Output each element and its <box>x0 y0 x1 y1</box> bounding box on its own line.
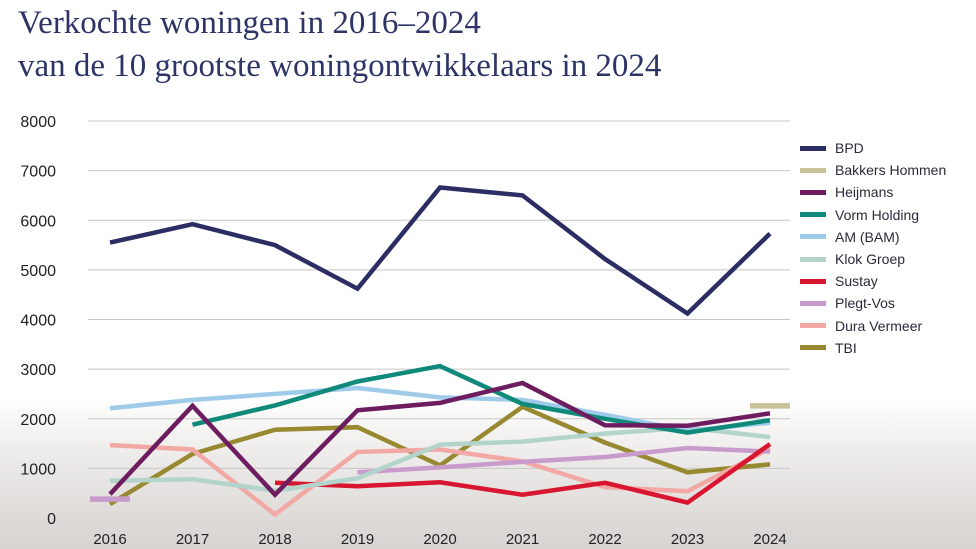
legend-label: Sustay <box>835 273 878 290</box>
legend-item-tbi: TBI <box>800 337 946 359</box>
y-tick-label: 5000 <box>20 263 56 280</box>
legend-item-bpd: BPD <box>800 137 946 159</box>
legend-item-am-bam: AM (BAM) <box>800 226 946 248</box>
x-tick-label: 2018 <box>258 531 291 548</box>
series-sustay <box>274 442 772 506</box>
legend-label: Bakkers Hommen <box>835 162 947 179</box>
series-heijmans <box>108 380 771 498</box>
legend-label: Heijmans <box>835 184 894 201</box>
series-dura-vermeer <box>109 442 772 518</box>
series-line <box>274 442 772 506</box>
chart-title-line-1: Verkochte woningen in 2016–2024 <box>18 5 481 41</box>
legend-swatch <box>800 256 826 262</box>
series-bpd <box>109 185 772 317</box>
series-vorm-holding <box>191 363 771 435</box>
series-line <box>108 380 771 498</box>
y-tick-label: 3000 <box>20 362 56 379</box>
legend-label: BPD <box>835 140 864 157</box>
y-tick-label: 4000 <box>20 313 56 330</box>
y-tick-label: 7000 <box>20 164 56 181</box>
legend-item-sustay: Sustay <box>800 270 946 292</box>
legend-swatch <box>800 212 826 218</box>
legend-swatch <box>800 145 826 151</box>
legend-swatch <box>800 345 826 351</box>
x-tick-label: 2023 <box>671 531 704 548</box>
x-tick-label: 2016 <box>93 531 126 548</box>
y-axis-tick-labels: 0 1000 2000 3000 4000 5000 6000 7000 8000 <box>20 114 56 528</box>
legend-item-dura-vermeer: Dura Vermeer <box>800 315 946 337</box>
x-axis-tick-labels: 2016 2017 2018 2019 2020 2021 2022 2023 2024 <box>93 531 786 548</box>
legend-label: TBI <box>835 339 857 356</box>
legend-item-vorm-holding: Vorm Holding <box>800 204 946 226</box>
y-tick-label: 8000 <box>20 114 56 131</box>
chart-title: Verkochte woningen in 2016–2024 van de 1… <box>18 2 661 88</box>
legend-label: Dura Vermeer <box>835 317 923 334</box>
gridlines <box>88 120 790 469</box>
legend-item-plegt-vos: Plegt-Vos <box>800 292 946 314</box>
x-tick-label: 2021 <box>506 531 539 548</box>
legend-swatch <box>800 300 826 306</box>
x-tick-label: 2020 <box>423 531 456 548</box>
y-tick-label: 6000 <box>20 213 56 230</box>
legend-label: Klok Groep <box>835 251 906 268</box>
series-plegt-vos <box>90 445 771 502</box>
legend-item-klok-groep: Klok Groep <box>800 248 946 270</box>
x-tick-label: 2024 <box>753 531 786 548</box>
series-lines <box>90 185 790 518</box>
legend-swatch <box>800 234 826 240</box>
y-tick-label: 0 <box>47 511 56 528</box>
legend-label: Plegt-Vos <box>835 295 895 312</box>
legend-swatch <box>800 167 826 173</box>
x-tick-label: 2019 <box>341 531 374 548</box>
series-line <box>109 185 772 317</box>
legend-item-heijmans: Heijmans <box>800 181 946 203</box>
series-line <box>109 442 772 518</box>
chart-title-line-2: van de 10 grootste woningontwikkelaars i… <box>18 48 662 84</box>
y-tick-label: 2000 <box>20 412 56 429</box>
legend-item-bakkers-hommen: Bakkers Hommen <box>800 159 946 181</box>
legend-swatch <box>800 189 826 195</box>
x-tick-label: 2022 <box>588 531 621 548</box>
y-tick-label: 1000 <box>20 461 56 478</box>
legend-swatch <box>800 278 826 284</box>
legend-label: Vorm Holding <box>835 206 920 223</box>
legend-swatch <box>800 323 826 329</box>
chart-legend: BPD Bakkers Hommen Heijmans Vorm Holding AM … <box>800 137 946 359</box>
x-tick-label: 2017 <box>176 531 209 548</box>
series-line <box>191 363 771 435</box>
legend-label: AM (BAM) <box>835 228 900 245</box>
series-line <box>357 445 771 475</box>
